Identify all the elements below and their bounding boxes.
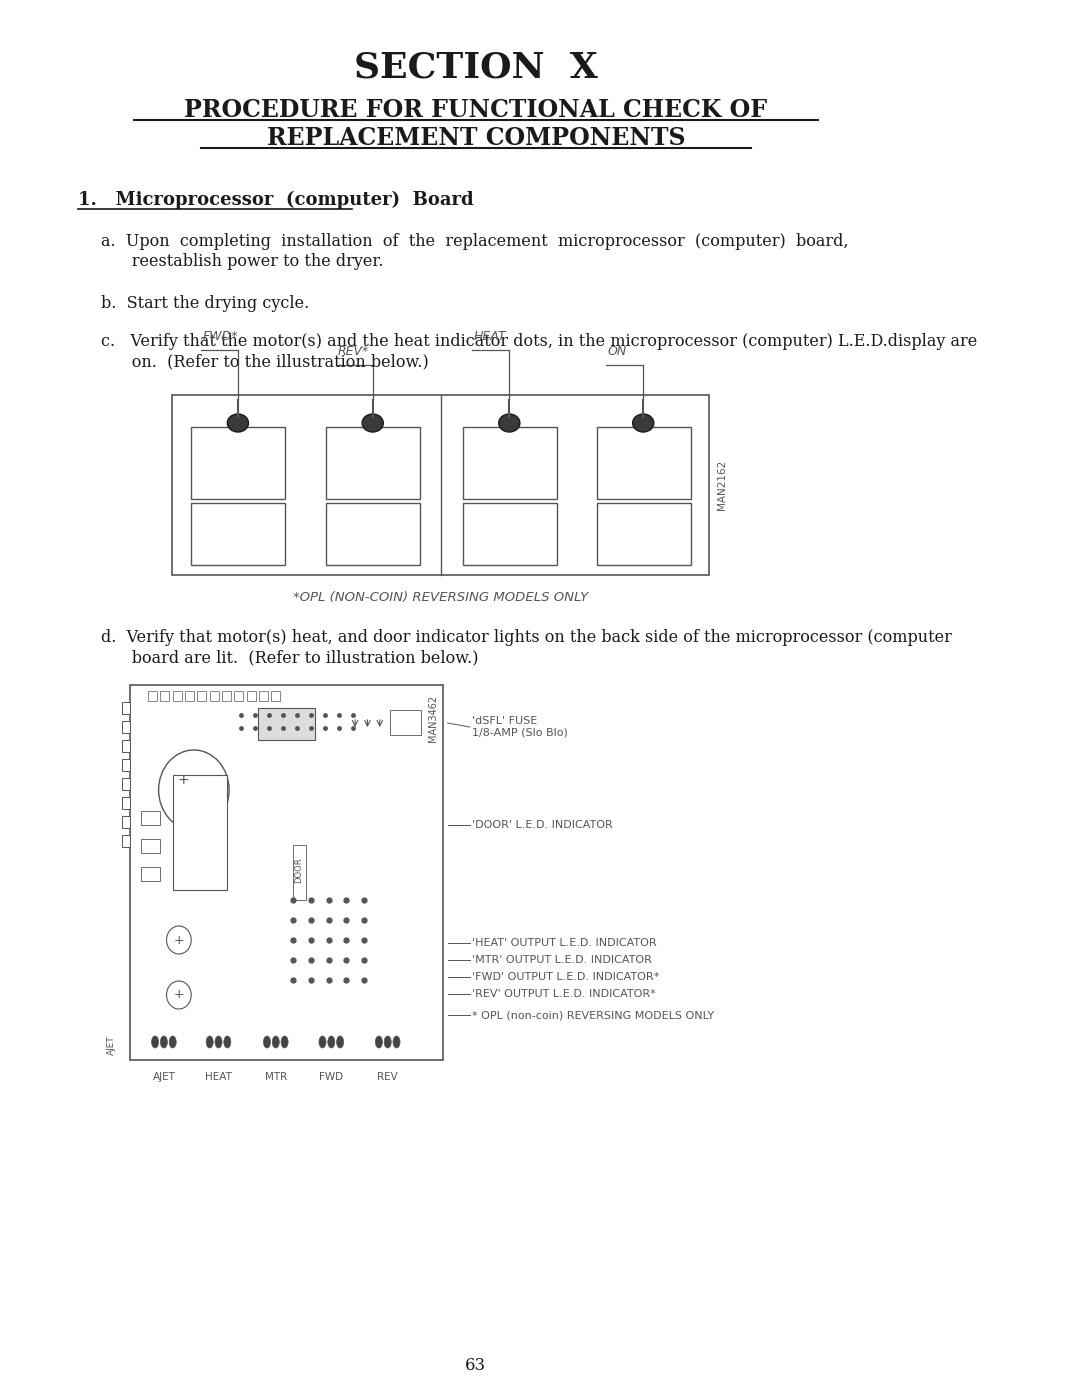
Bar xyxy=(462,503,557,564)
Ellipse shape xyxy=(337,1037,343,1048)
Bar xyxy=(122,778,131,789)
Bar xyxy=(122,759,131,771)
Bar xyxy=(596,503,691,564)
Bar xyxy=(294,845,306,900)
Text: 1.   Microprocessor  (computer)  Board: 1. Microprocessor (computer) Board xyxy=(78,191,473,210)
Bar xyxy=(141,812,160,826)
Text: MAN2162: MAN2162 xyxy=(717,460,727,510)
Text: REPLACEMENT COMPONENTS: REPLACEMENT COMPONENTS xyxy=(267,126,685,149)
Text: MAN3462: MAN3462 xyxy=(428,694,437,742)
Ellipse shape xyxy=(328,1037,335,1048)
Bar xyxy=(185,692,193,701)
Ellipse shape xyxy=(151,1037,159,1048)
Bar xyxy=(131,685,443,1060)
Text: * OPL (non-coin) REVERSING MODELS ONLY: * OPL (non-coin) REVERSING MODELS ONLY xyxy=(472,1010,714,1020)
Text: reestablish power to the dryer.: reestablish power to the dryer. xyxy=(102,253,383,271)
Bar xyxy=(122,835,131,847)
Text: PROCEDURE FOR FUNCTIONAL CHECK OF: PROCEDURE FOR FUNCTIONAL CHECK OF xyxy=(185,98,768,122)
Ellipse shape xyxy=(319,1037,326,1048)
Text: HEAT: HEAT xyxy=(474,330,507,344)
Ellipse shape xyxy=(633,414,653,432)
Text: AJET: AJET xyxy=(107,1035,116,1055)
Ellipse shape xyxy=(499,414,519,432)
Text: 'REV' OUTPUT L.E.D. INDICATOR*: 'REV' OUTPUT L.E.D. INDICATOR* xyxy=(472,989,656,999)
Bar xyxy=(390,710,421,735)
Bar xyxy=(173,775,227,890)
Bar xyxy=(596,427,691,499)
Ellipse shape xyxy=(170,1037,176,1048)
Ellipse shape xyxy=(393,1037,400,1048)
Bar xyxy=(246,692,256,701)
Ellipse shape xyxy=(384,1037,391,1048)
Text: MTR: MTR xyxy=(265,1071,287,1083)
Text: FWD: FWD xyxy=(320,1071,343,1083)
Bar xyxy=(191,427,285,499)
Bar xyxy=(462,427,557,499)
Circle shape xyxy=(166,981,191,1009)
Bar xyxy=(198,692,206,701)
Ellipse shape xyxy=(160,1037,167,1048)
Bar xyxy=(258,708,315,740)
Ellipse shape xyxy=(206,1037,213,1048)
Ellipse shape xyxy=(272,1037,280,1048)
Bar xyxy=(259,692,268,701)
Text: a.  Upon  completing  installation  of  the  replacement  microprocessor  (compu: a. Upon completing installation of the r… xyxy=(102,233,849,250)
Ellipse shape xyxy=(281,1037,288,1048)
Text: REV*: REV* xyxy=(337,345,368,358)
Text: 'DOOR' L.E.D. INDICATOR: 'DOOR' L.E.D. INDICATOR xyxy=(472,820,613,830)
Text: d.  Verify that motor(s) heat, and door indicator lights on the back side of the: d. Verify that motor(s) heat, and door i… xyxy=(102,630,953,647)
Bar xyxy=(141,840,160,854)
Bar xyxy=(141,868,160,882)
Bar xyxy=(271,692,280,701)
Bar xyxy=(122,740,131,752)
Text: b.  Start the drying cycle.: b. Start the drying cycle. xyxy=(102,296,310,313)
Bar xyxy=(172,395,710,576)
Text: HEAT: HEAT xyxy=(205,1071,232,1083)
Text: AJET: AJET xyxy=(152,1071,175,1083)
Text: +: + xyxy=(174,933,185,947)
Bar xyxy=(160,692,170,701)
Text: 'MTR' OUTPUT L.E.D. INDICATOR: 'MTR' OUTPUT L.E.D. INDICATOR xyxy=(472,956,652,965)
Bar xyxy=(191,503,285,564)
Text: REV: REV xyxy=(377,1071,399,1083)
Bar xyxy=(326,503,420,564)
Text: c.   Verify that the motor(s) and the heat indicator dots, in the microprocessor: c. Verify that the motor(s) and the heat… xyxy=(102,334,977,351)
Text: 'HEAT' OUTPUT L.E.D. INDICATOR: 'HEAT' OUTPUT L.E.D. INDICATOR xyxy=(472,937,657,949)
Bar xyxy=(122,816,131,828)
Bar xyxy=(234,692,243,701)
Text: ON: ON xyxy=(608,345,627,358)
Bar xyxy=(210,692,218,701)
Text: board are lit.  (Refer to illustration below.): board are lit. (Refer to illustration be… xyxy=(102,650,478,666)
Ellipse shape xyxy=(224,1037,231,1048)
Ellipse shape xyxy=(215,1037,222,1048)
Bar xyxy=(326,427,420,499)
Text: +: + xyxy=(177,773,189,787)
Text: +: + xyxy=(174,989,185,1002)
Bar xyxy=(173,692,181,701)
Bar xyxy=(122,798,131,809)
Text: DOOR: DOOR xyxy=(294,858,303,883)
Bar xyxy=(222,692,231,701)
Text: on.  (Refer to the illustration below.): on. (Refer to the illustration below.) xyxy=(102,353,429,370)
Text: 'dSFL' FUSE
1/8-AMP (Slo Blo): 'dSFL' FUSE 1/8-AMP (Slo Blo) xyxy=(472,717,568,738)
Ellipse shape xyxy=(362,414,383,432)
Bar xyxy=(122,721,131,733)
Text: FWD*: FWD* xyxy=(203,330,239,344)
Ellipse shape xyxy=(376,1037,382,1048)
Text: SECTION  X: SECTION X xyxy=(354,52,597,85)
Ellipse shape xyxy=(264,1037,270,1048)
Bar xyxy=(148,692,157,701)
Circle shape xyxy=(166,926,191,954)
Text: 63: 63 xyxy=(465,1356,486,1373)
Circle shape xyxy=(159,750,229,830)
Ellipse shape xyxy=(227,414,248,432)
Text: 'FWD' OUTPUT L.E.D. INDICATOR*: 'FWD' OUTPUT L.E.D. INDICATOR* xyxy=(472,972,660,982)
Text: *OPL (NON-COIN) REVERSING MODELS ONLY: *OPL (NON-COIN) REVERSING MODELS ONLY xyxy=(293,591,589,604)
Bar xyxy=(122,703,131,714)
